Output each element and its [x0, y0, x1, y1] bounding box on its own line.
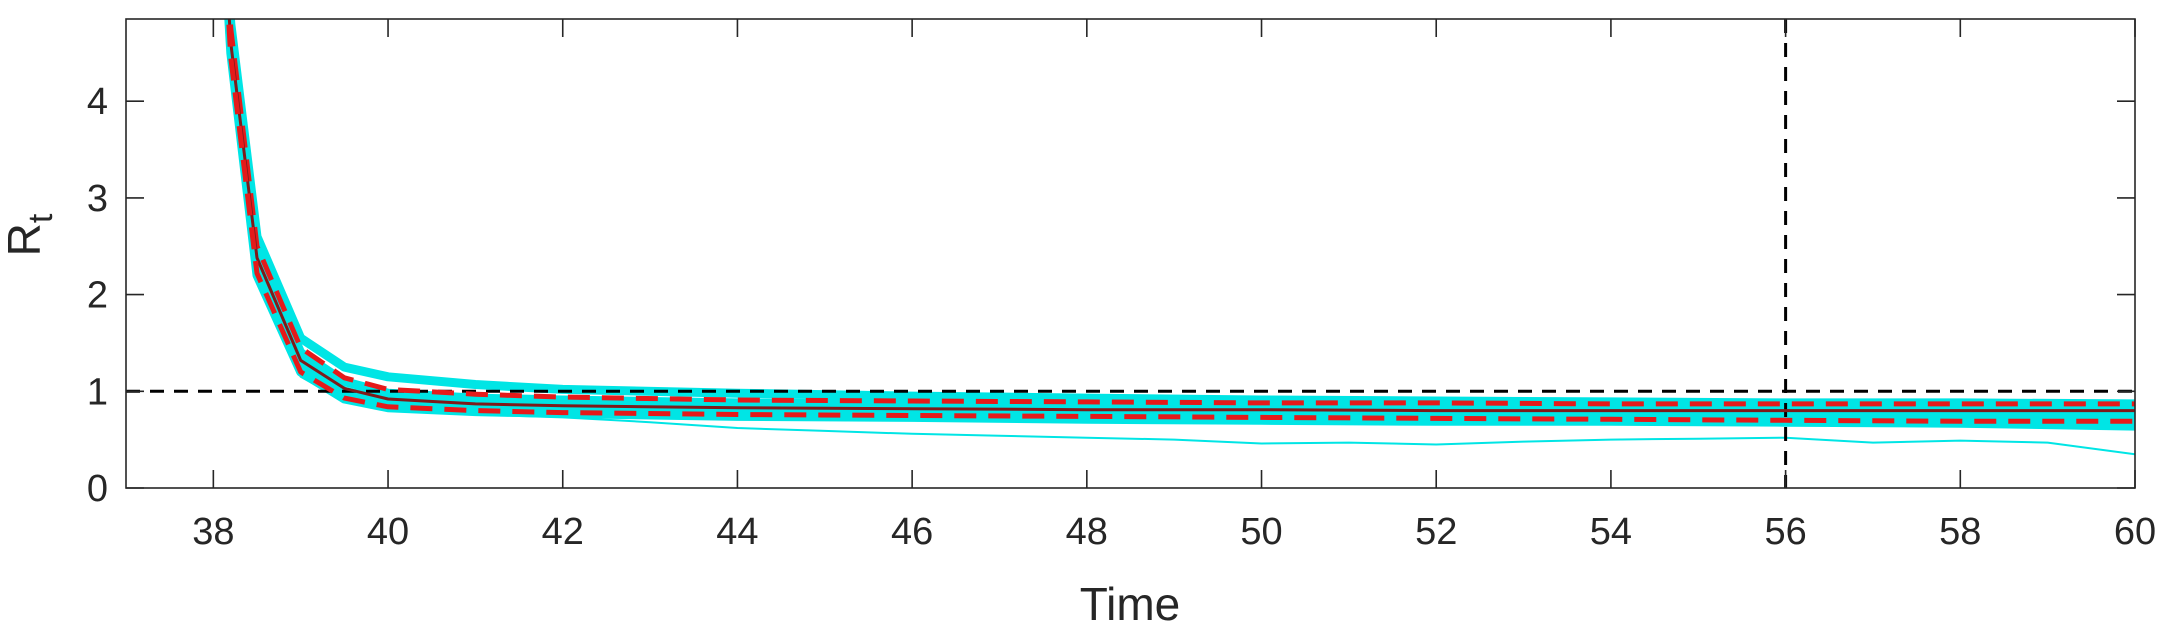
- y-axis-label-main: R: [0, 223, 50, 256]
- x-tick-label-50: 50: [1240, 511, 1282, 553]
- series-mean: [227, 19, 2135, 413]
- y-tick-label-3: 3: [87, 178, 108, 220]
- y-tick-label-4: 4: [87, 81, 108, 123]
- x-tick-label-58: 58: [1939, 511, 1981, 553]
- y-tick-label-0: 0: [87, 468, 108, 510]
- ensemble-line-6: [227, 19, 2135, 456]
- series-upper-bound: [227, 19, 2135, 407]
- y-tick-label-1: 1: [87, 371, 108, 413]
- x-tick-label-44: 44: [716, 511, 758, 553]
- x-tick-label-46: 46: [891, 511, 933, 553]
- x-tick-label-56: 56: [1764, 511, 1806, 553]
- plot-frame: [125, 18, 2136, 489]
- y-tick-label-2: 2: [87, 275, 108, 317]
- y-axis-label-subscript: t: [22, 213, 60, 223]
- x-tick-label-52: 52: [1415, 511, 1457, 553]
- y-axis-label: Rt: [0, 213, 60, 256]
- x-tick-label-42: 42: [542, 511, 584, 553]
- data-layer: [126, 19, 2135, 488]
- ticks-layer: 38 40 42 44 46 48 50 52 54 56 58 60 0 1 2 3 4: [87, 19, 2156, 553]
- x-tick-label-60: 60: [2114, 511, 2156, 553]
- x-tick-label-48: 48: [1066, 511, 1108, 553]
- x-tick-label-54: 54: [1590, 511, 1632, 553]
- x-tick-label-40: 40: [367, 511, 409, 553]
- x-axis-label: Time: [1080, 578, 1181, 630]
- series-lower-bound: [226, 19, 2135, 424]
- x-tick-label-38: 38: [192, 511, 234, 553]
